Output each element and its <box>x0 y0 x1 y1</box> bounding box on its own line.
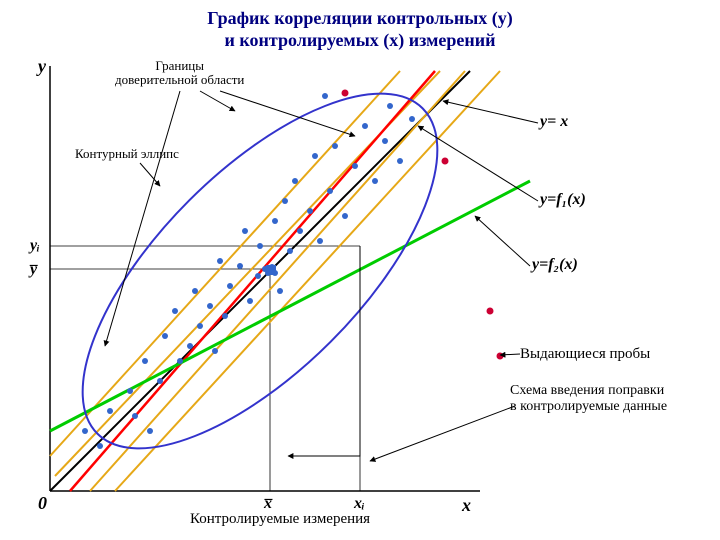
correction-annotation: Схема введения поправкив контролируемые … <box>510 383 667 415</box>
bottom-axis-label: Контролируемые измерения <box>190 511 370 528</box>
contour-annotation: Контурный эллипс <box>75 146 179 162</box>
title-line-2: и контролируемых (x) измерений <box>225 30 496 50</box>
boundaries-text: Границыдоверительной области <box>115 58 244 87</box>
yi-label: yᵢ <box>30 237 40 255</box>
correction-text: Схема введения поправкив контролируемые … <box>510 383 667 414</box>
ybar-label: y̅ <box>30 261 37 279</box>
chart-svg <box>0 51 720 531</box>
chart-title: График корреляции контрольных (y) и конт… <box>0 0 720 51</box>
x-axis-label: x <box>462 495 471 516</box>
yeqx-label: y= x <box>540 113 568 131</box>
origin-label: 0 <box>38 493 47 514</box>
f1-label: y=f₁(x) <box>540 191 586 209</box>
outliers-annotation: Выдающиеся пробы <box>520 346 650 363</box>
title-line-1: График корреляции контрольных (y) <box>207 8 513 28</box>
chart-area: y x 0 yᵢ y̅ xᵢ x̅ Контролируемые измерен… <box>0 51 720 531</box>
y-axis-label: y <box>38 56 46 77</box>
f2-label: y=f₂(x) <box>532 256 578 274</box>
boundaries-annotation: Границыдоверительной области <box>115 59 244 88</box>
